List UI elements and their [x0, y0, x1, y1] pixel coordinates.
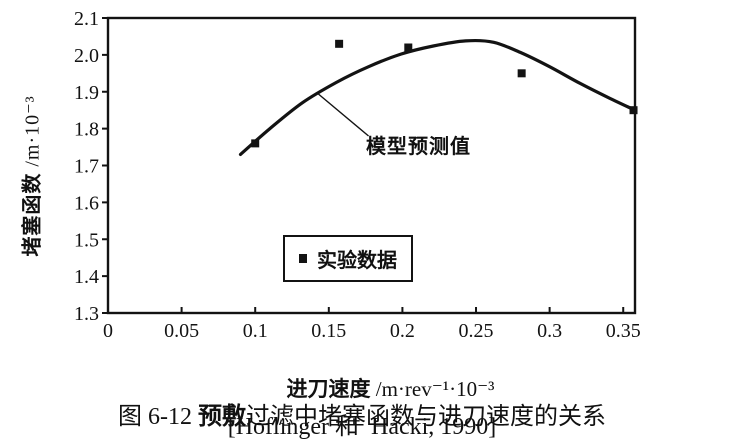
x-tick-label: 0.25 — [459, 320, 494, 342]
y-axis-label-cjk: 堵塞函数 — [21, 172, 44, 257]
y-tick-label: 1.9 — [74, 82, 99, 104]
x-axis-label: 进刀速度 /m·rev⁻¹·10⁻³ — [0, 348, 744, 428]
x-axis-label-cjk: 进刀速度 — [286, 377, 371, 401]
data-point — [517, 69, 526, 78]
x-tick-label: 0.05 — [164, 320, 199, 342]
figure-source-citation: [Hoflinger 和 Hacki, 1990] — [227, 414, 497, 440]
square-marker-icon — [299, 254, 307, 263]
data-point — [404, 43, 413, 52]
y-axis-label: 堵塞函数 /m·10⁻³ — [0, 95, 68, 280]
x-tick-label: 0.15 — [311, 320, 346, 342]
caption-text: 过滤中堵塞函数与进刀速度的关系 — [246, 404, 606, 430]
legend-label: 实验数据 — [317, 250, 397, 272]
y-axis-label-unit: /m·10⁻³ — [21, 95, 44, 173]
x-tick-label: 0.3 — [537, 320, 562, 342]
y-tick-label: 1.7 — [74, 156, 99, 178]
y-tick-label: 2.1 — [74, 8, 99, 30]
model-curve — [238, 38, 637, 156]
x-axis-label-unit: /m·rev⁻¹·10⁻³ — [370, 377, 495, 401]
annotation-leader-line — [316, 92, 370, 137]
x-tick-label: 0.35 — [606, 320, 641, 342]
x-tick-label: 0.2 — [390, 320, 415, 342]
y-tick-label: 1.8 — [74, 119, 99, 141]
y-tick-label: 1.6 — [74, 192, 99, 214]
curve-annotation-label: 模型预测值 — [366, 136, 471, 158]
y-tick-label: 1.3 — [74, 303, 99, 325]
y-tick-label: 2.0 — [74, 45, 99, 67]
x-tick-label: 0.1 — [243, 320, 268, 342]
figure-number: 图 6-12 — [118, 404, 198, 430]
y-tick-label: 1.4 — [74, 266, 99, 288]
y-tick-label: 1.5 — [74, 229, 99, 251]
figure-caption: 图 6-12 预敷过滤中堵塞函数与进刀速度的关系 — [0, 369, 700, 442]
x-tick-label: 0 — [103, 320, 113, 342]
legend: 实验数据 — [283, 235, 413, 282]
caption-bold-term: 预敷 — [198, 404, 246, 430]
data-point — [335, 39, 344, 48]
